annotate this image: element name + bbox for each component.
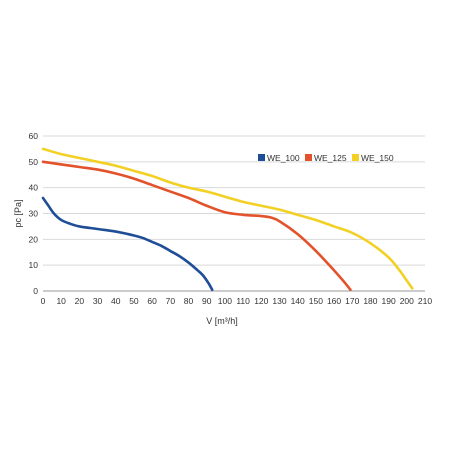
y-tick-label: 60 <box>29 131 39 141</box>
x-tick-label: 130 <box>272 296 286 306</box>
x-tick-label: 100 <box>218 296 232 306</box>
y-axis-label: pc [Pa] <box>13 199 23 227</box>
legend-swatch-we-125 <box>305 154 312 161</box>
x-tick-label: 190 <box>382 296 396 306</box>
y-tick-label: 40 <box>29 183 39 193</box>
legend-swatch-we-150 <box>352 154 359 161</box>
x-tick-label: 0 <box>41 296 46 306</box>
y-tick-label: 10 <box>29 260 39 270</box>
y-tick-label: 0 <box>33 286 38 296</box>
x-tick-label: 140 <box>291 296 305 306</box>
x-tick-label: 160 <box>327 296 341 306</box>
x-tick-label: 70 <box>166 296 176 306</box>
x-tick-label: 60 <box>147 296 157 306</box>
x-tick-label: 210 <box>418 296 432 306</box>
x-tick-label: 90 <box>202 296 212 306</box>
series-layer <box>41 147 414 292</box>
y-tick-label: 50 <box>29 157 39 167</box>
x-axis-label: V [m³/h] <box>206 316 238 326</box>
series-line-we-150 <box>41 147 414 290</box>
x-tick-label: 30 <box>93 296 103 306</box>
grid-layer <box>43 135 425 292</box>
series-line-we-125 <box>41 160 352 292</box>
legend: WE_100 WE_125 WE_150 <box>258 153 394 163</box>
legend-label: WE_150 <box>361 153 394 163</box>
x-tick-label: 10 <box>56 296 66 306</box>
x-tick-label: 40 <box>111 296 121 306</box>
axis-layer: 0 10 20 30 40 50 60 0 10 20 30 40 50 60 70 80 90 100 110 12… <box>29 131 433 306</box>
x-tick-label: 170 <box>345 296 359 306</box>
x-tick-label: 180 <box>363 296 377 306</box>
x-tick-label: 150 <box>309 296 323 306</box>
x-tick-label: 80 <box>184 296 194 306</box>
x-tick-label: 120 <box>254 296 268 306</box>
y-tick-label: 30 <box>29 209 39 219</box>
y-tick-label: 20 <box>29 234 39 244</box>
x-tick-label: 50 <box>129 296 139 306</box>
series-line-we-100 <box>41 196 214 292</box>
x-tick-label: 200 <box>400 296 414 306</box>
legend-swatch-we-100 <box>258 154 265 161</box>
x-tick-label: 110 <box>236 296 250 306</box>
legend-label: WE_125 <box>314 153 347 163</box>
x-tick-label: 20 <box>75 296 85 306</box>
legend-label: WE_100 <box>267 153 300 163</box>
